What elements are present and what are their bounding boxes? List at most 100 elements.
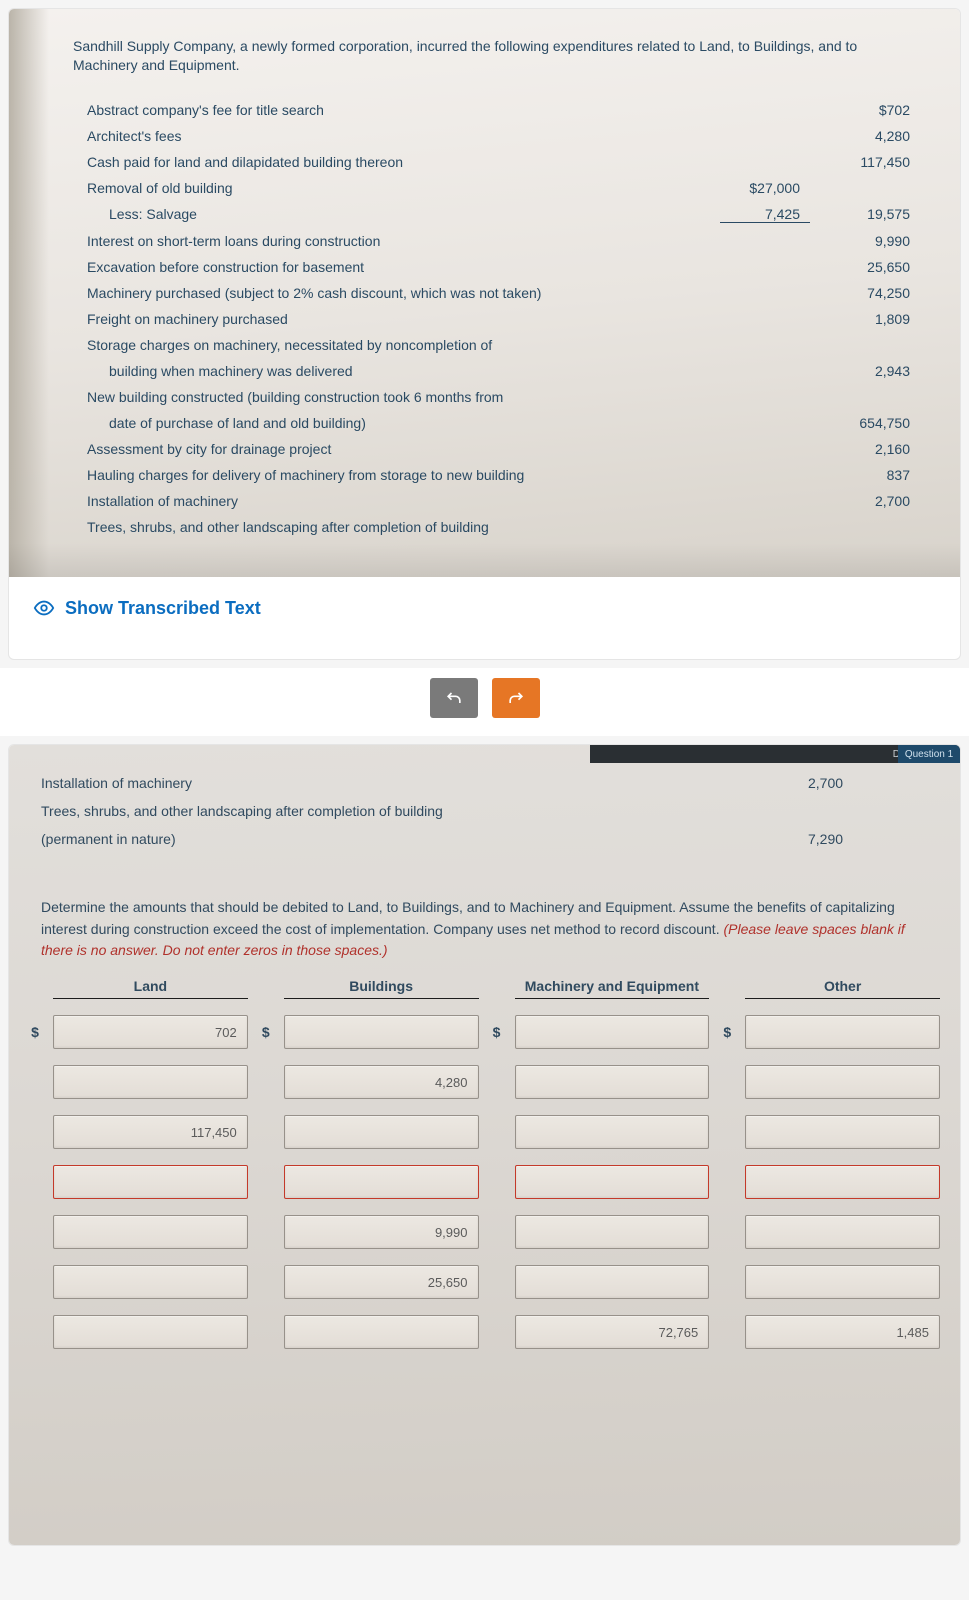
row-desc: Assessment by city for drainage project — [87, 441, 720, 457]
answer-cell — [745, 1115, 940, 1149]
answer-input[interactable] — [53, 1315, 248, 1349]
answer-cell — [515, 1265, 710, 1299]
answer-cell — [515, 1015, 710, 1049]
answer-input[interactable]: 72,765 — [515, 1315, 710, 1349]
expenditure-row: Cash paid for land and dilapidated build… — [87, 149, 920, 175]
row-desc: Abstract company's fee for title search — [87, 102, 720, 118]
answer-input[interactable] — [53, 1065, 248, 1099]
answer-cell — [515, 1115, 710, 1149]
answer-cell — [284, 1315, 479, 1349]
answer-cell: 117,450 — [53, 1115, 248, 1149]
answer-input[interactable]: 9,990 — [284, 1215, 479, 1249]
row-value: 2,700 — [810, 493, 920, 509]
dollar-sign: $ — [715, 1024, 739, 1040]
row-desc: New building constructed (building const… — [87, 389, 720, 405]
answer-cell: 9,990 — [284, 1215, 479, 1249]
expenditure-row: Machinery purchased (subject to 2% cash … — [87, 280, 920, 306]
row-desc: Freight on machinery purchased — [87, 311, 720, 327]
answer-table: Land Buildings Machinery and Equipment O… — [9, 972, 960, 1349]
answer-input[interactable] — [284, 1115, 479, 1149]
next-button[interactable] — [492, 678, 540, 718]
row-value: 25,650 — [810, 259, 920, 275]
answer-cell — [745, 1165, 940, 1199]
row-value: 2,160 — [810, 441, 920, 457]
answer-input[interactable] — [53, 1265, 248, 1299]
answer-header-row: Land Buildings Machinery and Equipment O… — [23, 978, 946, 999]
prev-button[interactable] — [430, 678, 478, 718]
expenditure-row: Architect's fees4,280 — [87, 123, 920, 149]
row-value: 19,575 — [810, 206, 920, 222]
row-desc: date of purchase of land and old buildin… — [87, 415, 720, 431]
answer-row: 72,765 1,485 — [23, 1315, 946, 1349]
expenditure-row: Less: Salvage7,42519,575 — [87, 201, 920, 228]
expenditures-image: Sandhill Supply Company, a newly formed … — [9, 9, 960, 577]
row-desc: Machinery purchased (subject to 2% cash … — [87, 285, 720, 301]
undo-arrow-icon — [444, 688, 464, 708]
row-value: 74,250 — [810, 285, 920, 301]
answer-row — [23, 1165, 946, 1199]
answer-input[interactable] — [53, 1165, 248, 1199]
answer-cell — [745, 1215, 940, 1249]
answer-input[interactable] — [745, 1065, 940, 1099]
answer-cell — [745, 1015, 940, 1049]
answer-input[interactable] — [515, 1065, 710, 1099]
answer-input[interactable] — [515, 1215, 710, 1249]
row-desc: Installation of machinery — [87, 493, 720, 509]
expenditure-row: Storage charges on machinery, necessitat… — [87, 332, 920, 358]
answer-input[interactable]: 25,650 — [284, 1265, 479, 1299]
row-desc: Installation of machinery — [41, 775, 808, 791]
row-value: 117,450 — [810, 154, 920, 170]
answer-cell — [284, 1015, 479, 1049]
answer-cell — [53, 1215, 248, 1249]
answer-cell — [284, 1115, 479, 1149]
photo-fade — [9, 543, 960, 577]
row-desc: Trees, shrubs, and other landscaping aft… — [41, 803, 808, 819]
expenditure-row: Trees, shrubs, and other landscaping aft… — [87, 514, 920, 540]
row-desc: (permanent in nature) — [41, 831, 808, 847]
row-desc: Excavation before construction for basem… — [87, 259, 720, 275]
answer-input[interactable] — [515, 1015, 710, 1049]
answer-input[interactable] — [745, 1165, 940, 1199]
answer-input[interactable]: 4,280 — [284, 1065, 479, 1099]
answer-input[interactable] — [284, 1015, 479, 1049]
answer-input[interactable] — [745, 1215, 940, 1249]
answer-input[interactable] — [745, 1115, 940, 1149]
row-desc: building when machinery was delivered — [87, 363, 720, 379]
answer-input[interactable]: 117,450 — [53, 1115, 248, 1149]
row-value: 2,700 — [808, 775, 960, 791]
row-value: $702 — [810, 102, 920, 118]
expenditure-row: Interest on short-term loans during cons… — [87, 228, 920, 254]
expenditure-row: date of purchase of land and old buildin… — [87, 410, 920, 436]
expenditure-row: New building constructed (building const… — [87, 384, 920, 410]
answer-input[interactable] — [745, 1265, 940, 1299]
answer-input[interactable]: 702 — [53, 1015, 248, 1049]
answer-input[interactable] — [515, 1265, 710, 1299]
expenditure-row: Hauling charges for delivery of machiner… — [87, 462, 920, 488]
continuation-row: Installation of machinery2,700 — [41, 769, 928, 797]
answer-input[interactable] — [284, 1315, 479, 1349]
expenditure-row: Freight on machinery purchased1,809 — [87, 306, 920, 332]
show-transcribed-button[interactable]: Show Transcribed Text — [9, 577, 960, 659]
continuation-row: Trees, shrubs, and other landscaping aft… — [41, 797, 928, 825]
row-value: 2,943 — [810, 363, 920, 379]
row-subvalue: 7,425 — [720, 206, 810, 223]
answer-input[interactable] — [53, 1215, 248, 1249]
row-desc: Removal of old building — [87, 180, 720, 196]
answer-cell — [53, 1065, 248, 1099]
answer-cell — [53, 1265, 248, 1299]
row-value: 9,990 — [810, 233, 920, 249]
answer-row: 9,990 — [23, 1215, 946, 1249]
col-buildings: Buildings — [284, 978, 479, 999]
answer-input[interactable] — [745, 1015, 940, 1049]
answer-input[interactable] — [515, 1115, 710, 1149]
redo-arrow-icon — [506, 688, 526, 708]
answer-row: 4,280 — [23, 1065, 946, 1099]
answer-input[interactable] — [284, 1165, 479, 1199]
col-machinery: Machinery and Equipment — [515, 978, 710, 999]
answer-input[interactable]: 1,485 — [745, 1315, 940, 1349]
col-land: Land — [53, 978, 248, 999]
answer-row: 25,650 — [23, 1265, 946, 1299]
answer-input[interactable] — [515, 1165, 710, 1199]
continuation-row: (permanent in nature)7,290 — [41, 825, 928, 853]
instructions: Determine the amounts that should be deb… — [9, 853, 960, 972]
